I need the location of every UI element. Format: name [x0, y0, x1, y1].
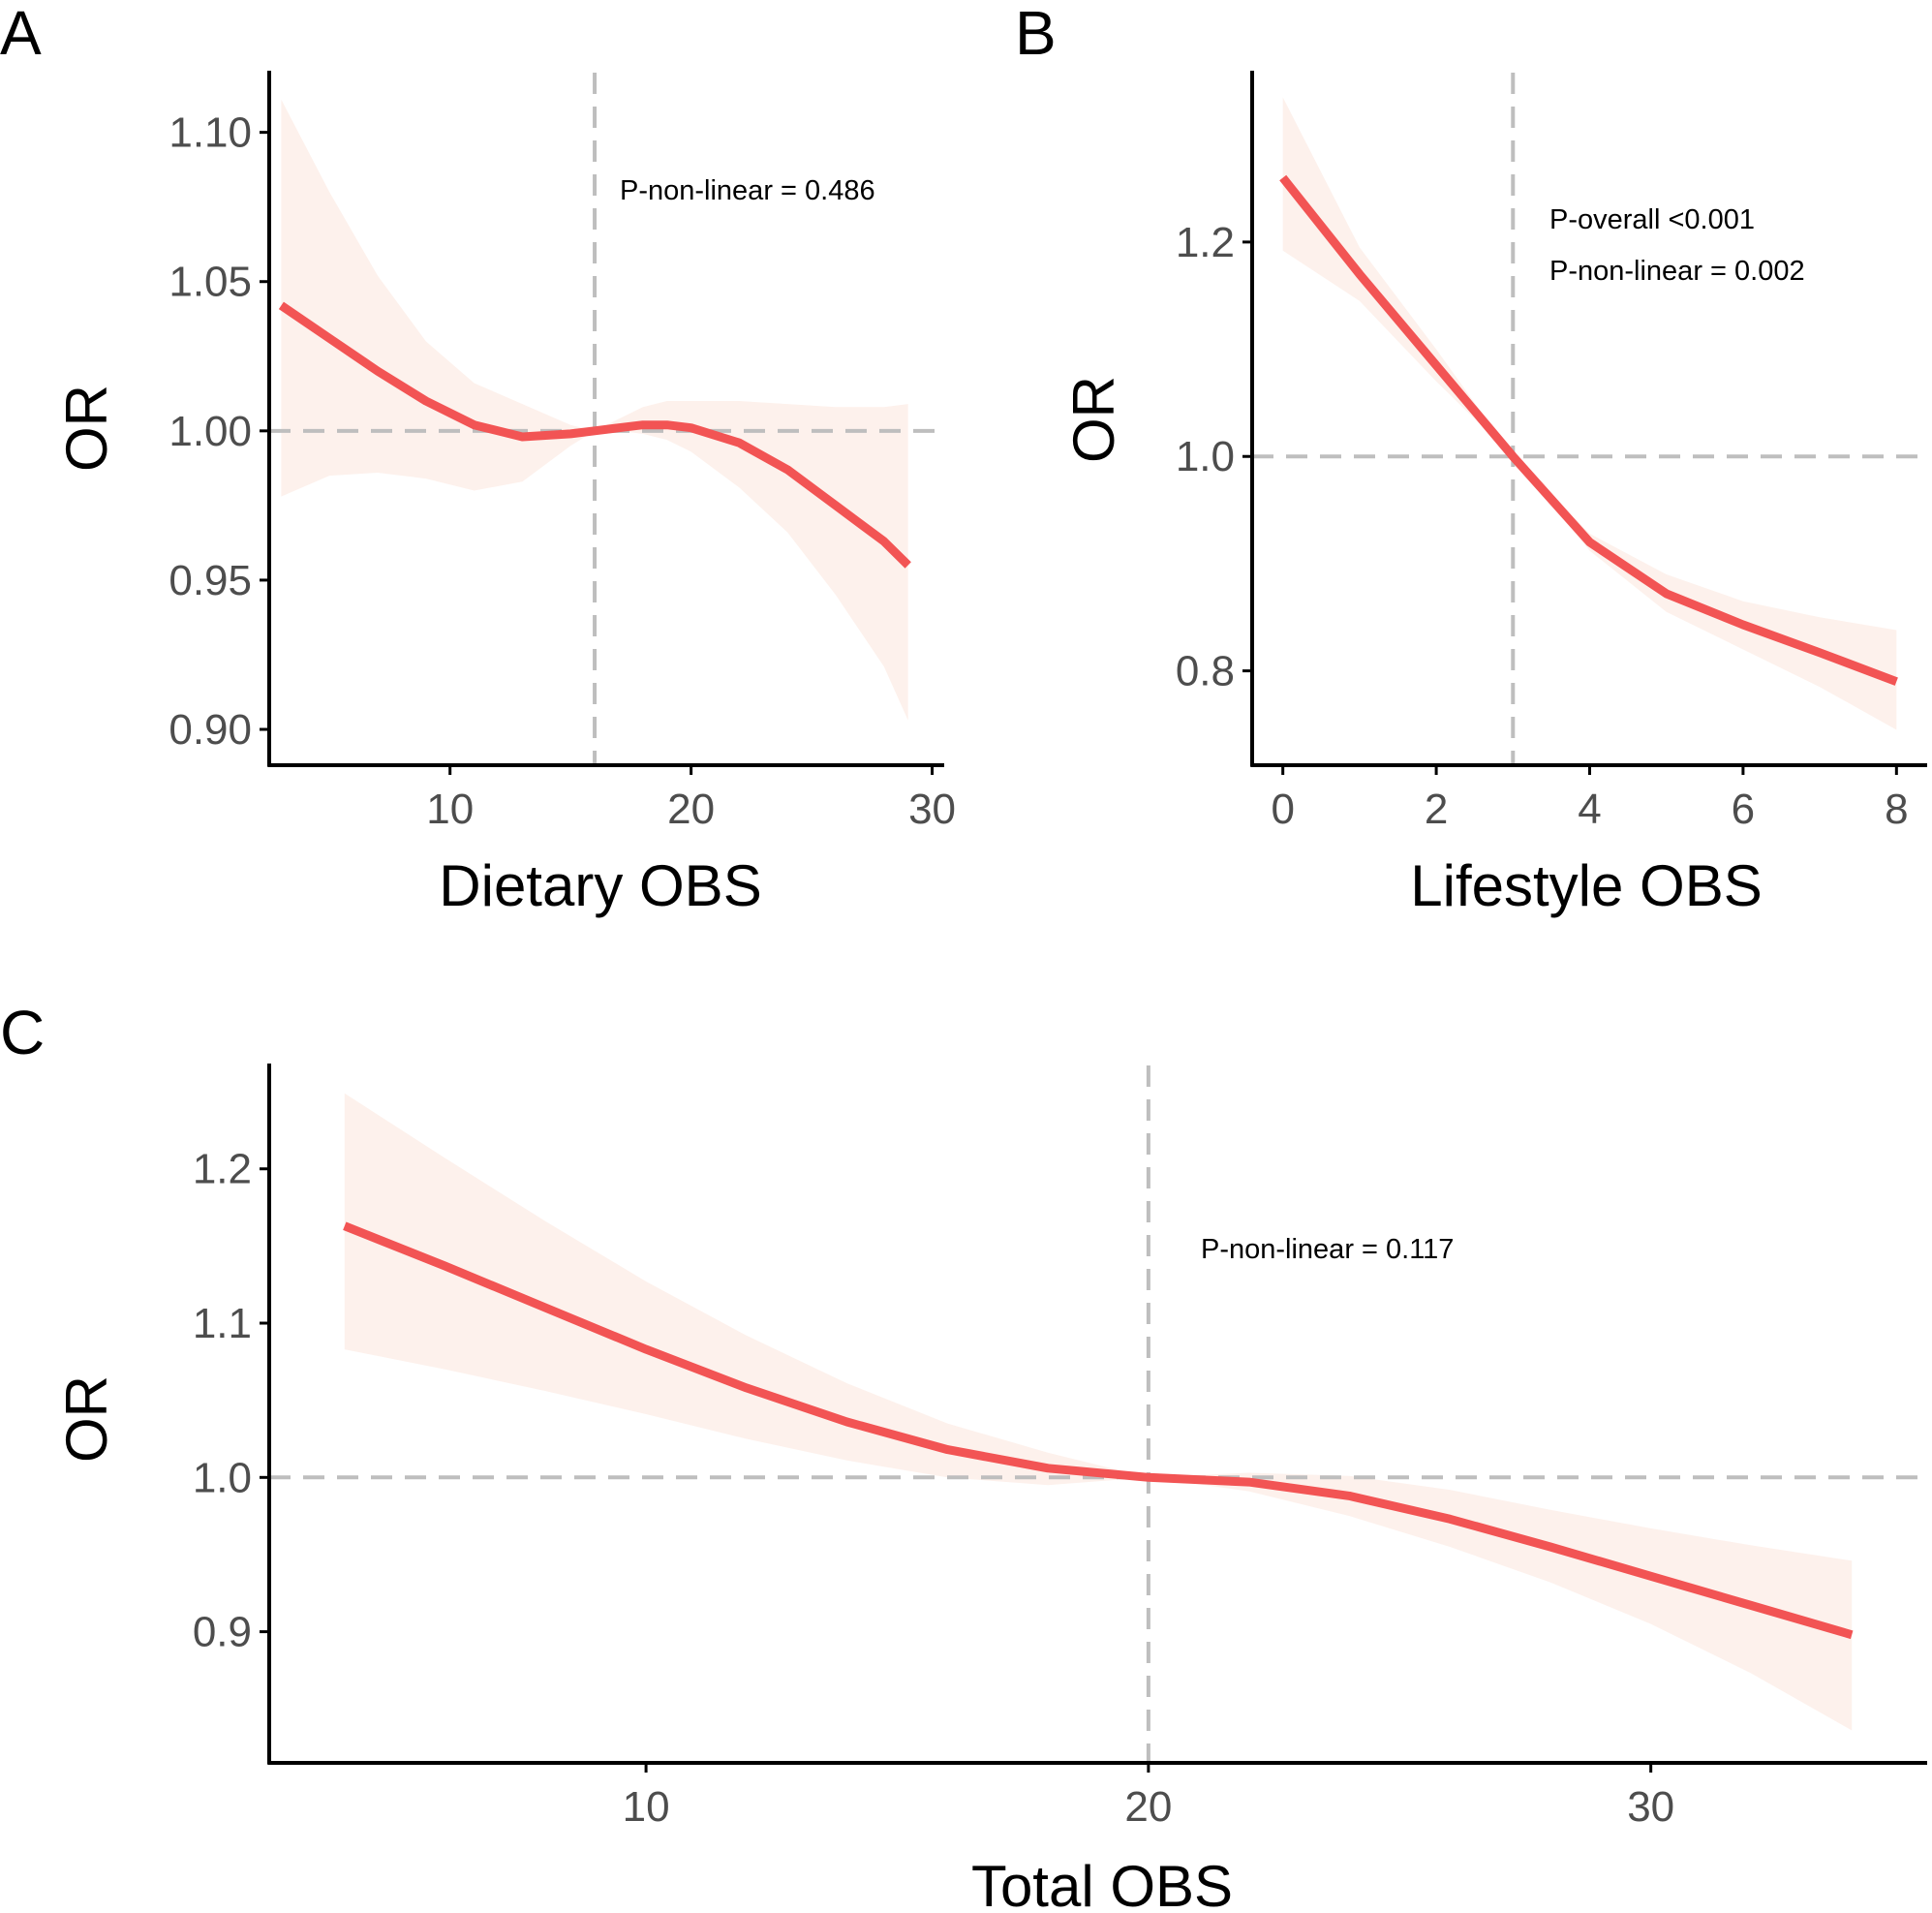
panel-c-ytick-label: 1.0	[193, 1454, 252, 1501]
panel-c-ytick-label: 1.1	[193, 1300, 252, 1347]
panel-c-or-line	[343, 1221, 1854, 1640]
panel-c-label: C	[0, 998, 45, 1067]
panel-a-xlabel: Dietary OBS	[439, 853, 761, 918]
panel-b-or-line	[1279, 174, 1898, 686]
panel-b-ytick-label: 1.2	[1176, 219, 1235, 266]
panel-a-label: A	[0, 0, 42, 68]
panel-b-ci-band	[1282, 97, 1897, 730]
panel-b-ylabel: OR	[1061, 376, 1126, 463]
panel-c-xtick-label: 10	[623, 1783, 670, 1831]
panel-c: 0.9 1.0 1.1 1.2 10 20 30 C Total OBS OR P-non-line…	[0, 998, 1927, 1913]
panel-c-annotation: P-non-linear = 0.117	[1201, 1234, 1454, 1265]
panel-b-annotation-overall: P-overall <0.001	[1549, 204, 1755, 235]
panel-a-ylabel: OR	[54, 385, 119, 472]
panel-a-or-line	[278, 301, 911, 569]
panel-a-annotation: P-non-linear = 0.486	[620, 175, 875, 206]
panel-b-xtick-label: 6	[1732, 786, 1755, 833]
panel-b-ytick-label: 0.8	[1176, 648, 1235, 695]
panel-b-xtick-label: 8	[1885, 786, 1908, 833]
panel-b-xtick-label: 4	[1578, 786, 1601, 833]
panel-b-xlabel: Lifestyle OBS	[1410, 853, 1763, 918]
panel-c-xlabel: Total OBS	[971, 1854, 1233, 1913]
panel-c-xtick-label: 20	[1124, 1783, 1172, 1831]
panel-a-xtick-label: 10	[426, 786, 474, 833]
panel-a-xtick-label: 20	[667, 786, 715, 833]
panel-b-label: B	[1015, 0, 1057, 68]
panel-a-ytick-label: 1.00	[169, 408, 252, 455]
panel-a-ci-band	[281, 99, 908, 721]
panel-a-ytick-label: 1.05	[169, 259, 252, 306]
panel-a: 0.90 0.95 1.00 1.05 1.10 10 20 30 A Dietary OBS OR…	[0, 0, 956, 918]
panel-c-xtick-label: 30	[1627, 1783, 1674, 1831]
panel-b-annotation-nonlinear: P-non-linear = 0.002	[1549, 256, 1805, 287]
panel-b-xtick-label: 2	[1425, 786, 1448, 833]
panel-b: 0.8 1.0 1.2 0 2 4 6 8 B Lifestyle OBS OR P-overall …	[1015, 0, 1927, 918]
panel-c-ytick-label: 1.2	[193, 1146, 252, 1193]
panel-c-ylabel: OR	[54, 1375, 119, 1463]
panel-a-xtick-label: 30	[908, 786, 956, 833]
panel-c-ci-band	[344, 1093, 1853, 1731]
panel-a-ytick-label: 0.95	[169, 557, 252, 604]
panel-b-ytick-label: 1.0	[1176, 433, 1235, 480]
panel-b-xtick-label: 0	[1271, 786, 1294, 833]
panel-a-ytick-label: 0.90	[169, 706, 252, 754]
panel-c-ytick-label: 0.9	[193, 1609, 252, 1656]
panel-a-ytick-label: 1.10	[169, 109, 252, 157]
